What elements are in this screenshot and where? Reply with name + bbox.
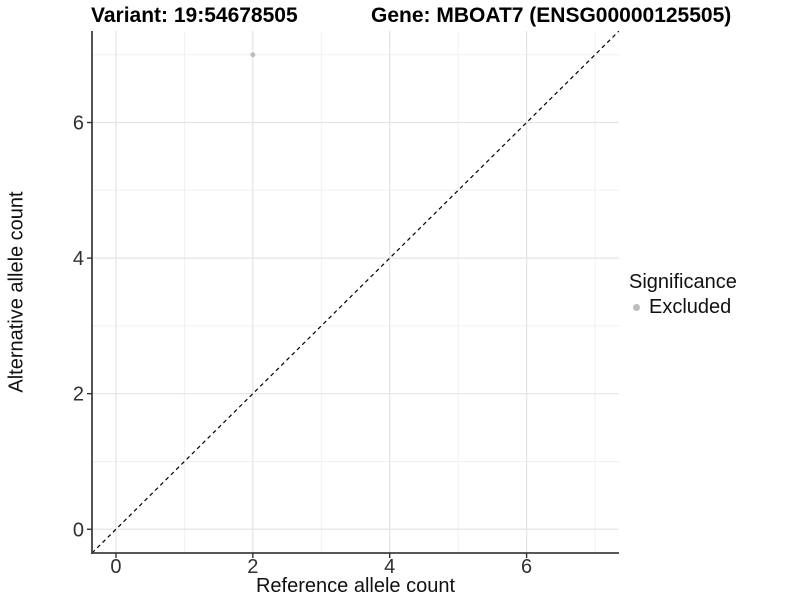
x-tick-label: 6: [521, 556, 532, 578]
legend: Significance Excluded: [629, 271, 737, 318]
plot-title-variant: Variant: 19:54678505: [91, 4, 298, 27]
y-tick-label: 6: [73, 113, 84, 135]
x-tick-label: 2: [247, 556, 258, 578]
y-tick-label: 4: [73, 248, 84, 270]
y-tick-label: 2: [73, 384, 84, 406]
legend-item-label: Excluded: [649, 296, 732, 318]
identity-dashed-line: [92, 31, 619, 553]
x-tick-label: 0: [110, 556, 121, 578]
plot-title-gene: Gene: MBOAT7 (ENSG00000125505): [371, 4, 732, 27]
legend-key-dot: [633, 303, 640, 311]
data-point-excluded: [250, 52, 256, 58]
x-tick-label: 4: [384, 556, 395, 578]
y-tick-label: 0: [73, 519, 84, 541]
legend-title: Significance: [629, 271, 737, 293]
x-axis-title: Reference allele count: [255, 575, 455, 597]
plot-title: Variant: 19:54678505 Gene: MBOAT7 (ENSG0…: [0, 3, 800, 29]
legend-item-excluded: Excluded: [629, 296, 737, 318]
y-axis-title: Alternative allele count: [5, 191, 28, 393]
